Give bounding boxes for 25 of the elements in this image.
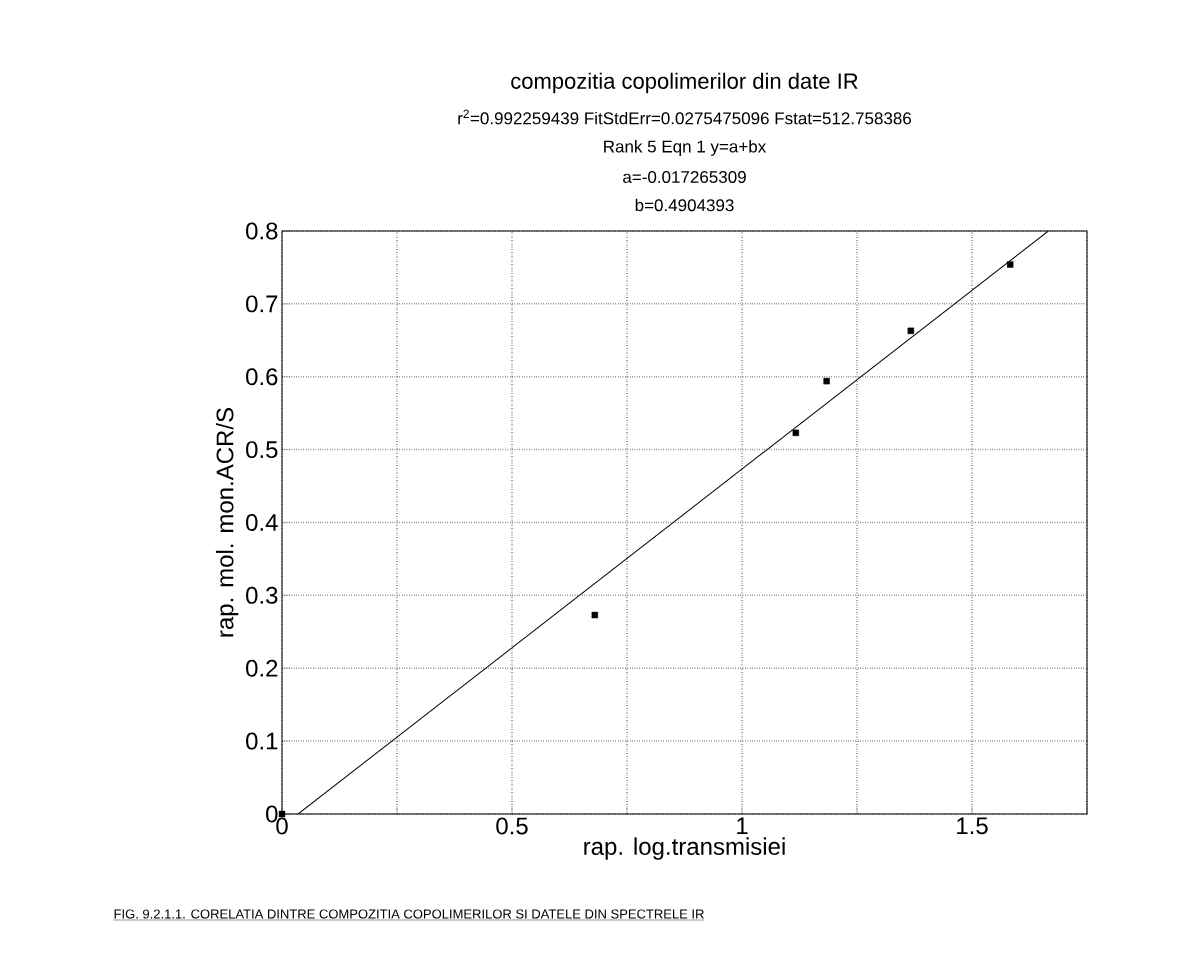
point bbox=[792, 429, 800, 437]
y-tick-label: 0.2 bbox=[246, 659, 278, 677]
x-tick-label: 1.5 bbox=[957, 817, 988, 835]
point bbox=[1006, 261, 1014, 268]
y-tick-label: 0.8 bbox=[246, 222, 278, 240]
point bbox=[591, 611, 599, 619]
y-tick-label: 0.7 bbox=[246, 295, 278, 313]
text: Rank 5 Eqn 1 y=a+bx bbox=[604, 140, 767, 156]
chart-title: compozitia copolimerilor din date IR bbox=[511, 72, 858, 94]
y-tick-label: 0.1 bbox=[246, 732, 278, 750]
text: a=-0.017265309 bbox=[623, 170, 746, 184]
y-tick-label: 0.4 bbox=[246, 514, 278, 531]
y-tick-label: 0.6 bbox=[246, 368, 278, 386]
x-axis-title: rap. log.transmisiei bbox=[584, 837, 785, 860]
point bbox=[907, 327, 915, 335]
y-tick-label: 0.5 bbox=[246, 441, 278, 459]
point bbox=[823, 377, 830, 385]
x-tick-label: 1 bbox=[737, 817, 748, 835]
y-tick-label: 0.3 bbox=[246, 586, 278, 604]
y-tick-label: 0 bbox=[266, 805, 278, 823]
y-axis-title: rap. mol. mon.ACR/S bbox=[215, 408, 239, 637]
caption: FIG. 9.2.1.1. CORELATIA DINTRE COMPOZITIA COPOLIMERILOR SI DATELE DIN SPECTRELE IR bbox=[114, 909, 704, 919]
chart-subtitle: r$^{2}$=0.992259439 FitStdErr=0.0275475096 Fstat=512.758386 bbox=[458, 109, 912, 125]
text: b=0.4904393 bbox=[635, 198, 734, 212]
x-tick-label: 0.5 bbox=[496, 817, 528, 835]
